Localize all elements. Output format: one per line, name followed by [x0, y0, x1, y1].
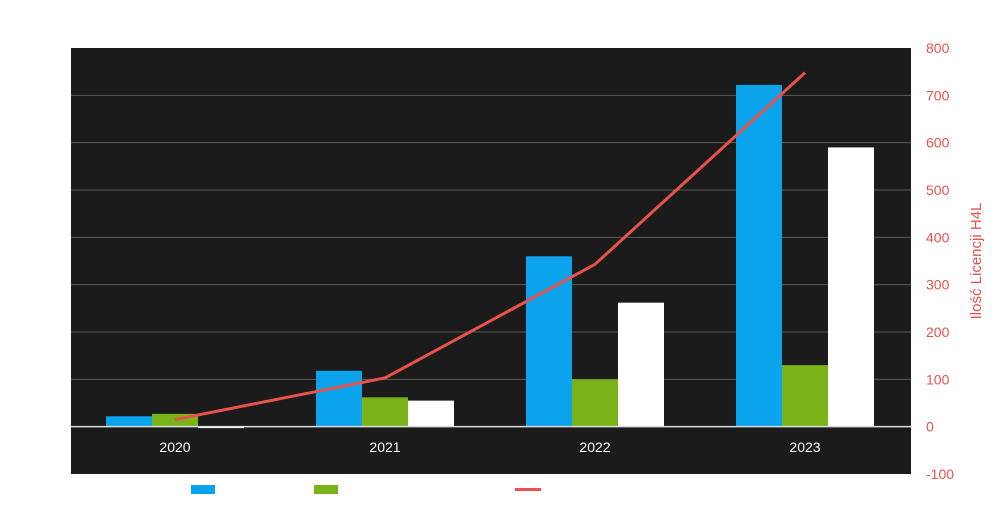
bar-2022-series-3: [618, 302, 664, 427]
category-labels: 2020 2021 2022 2023: [159, 439, 820, 455]
y-tick-label: 700: [926, 87, 950, 103]
line-series: [174, 71, 807, 422]
legend: [191, 485, 541, 494]
y-tick-label: 600: [926, 135, 950, 151]
y-axis-title: Ilość Licencji H4L: [968, 203, 985, 320]
bar-2023-series-2: [782, 365, 828, 427]
y-tick-label: -100: [926, 466, 954, 482]
bar-2023-series-3: [828, 147, 874, 427]
bar-2020-series-3: [198, 426, 244, 429]
category-label-2020: 2020: [159, 439, 190, 455]
legend-swatch-series-1: [191, 485, 215, 494]
bar-2023-series-1: [736, 84, 782, 427]
bar-2022-series-1: [526, 256, 572, 427]
y-tick-label: 500: [926, 182, 950, 198]
bar-2021-series-2: [362, 397, 408, 427]
bar-2022-series-2: [572, 379, 618, 427]
y-tick-label: 400: [926, 229, 950, 245]
category-label-2021: 2021: [369, 439, 400, 455]
y-tick-label: 800: [926, 40, 950, 56]
y-axis-ticks: -100 0 100 200 300 400 500 600 700 800: [926, 40, 954, 482]
y-tick-label: 0: [926, 419, 934, 435]
y-tick-label: 100: [926, 371, 950, 387]
category-label-2023: 2023: [789, 439, 820, 455]
legend-swatch-series-2: [314, 485, 338, 494]
bar-2021-series-1: [316, 370, 362, 427]
bar-2020-series-1: [106, 416, 152, 427]
y-tick-label: 200: [926, 324, 950, 340]
category-label-2022: 2022: [579, 439, 610, 455]
bar-2021-series-3: [408, 400, 454, 427]
y-tick-label: 300: [926, 277, 950, 293]
